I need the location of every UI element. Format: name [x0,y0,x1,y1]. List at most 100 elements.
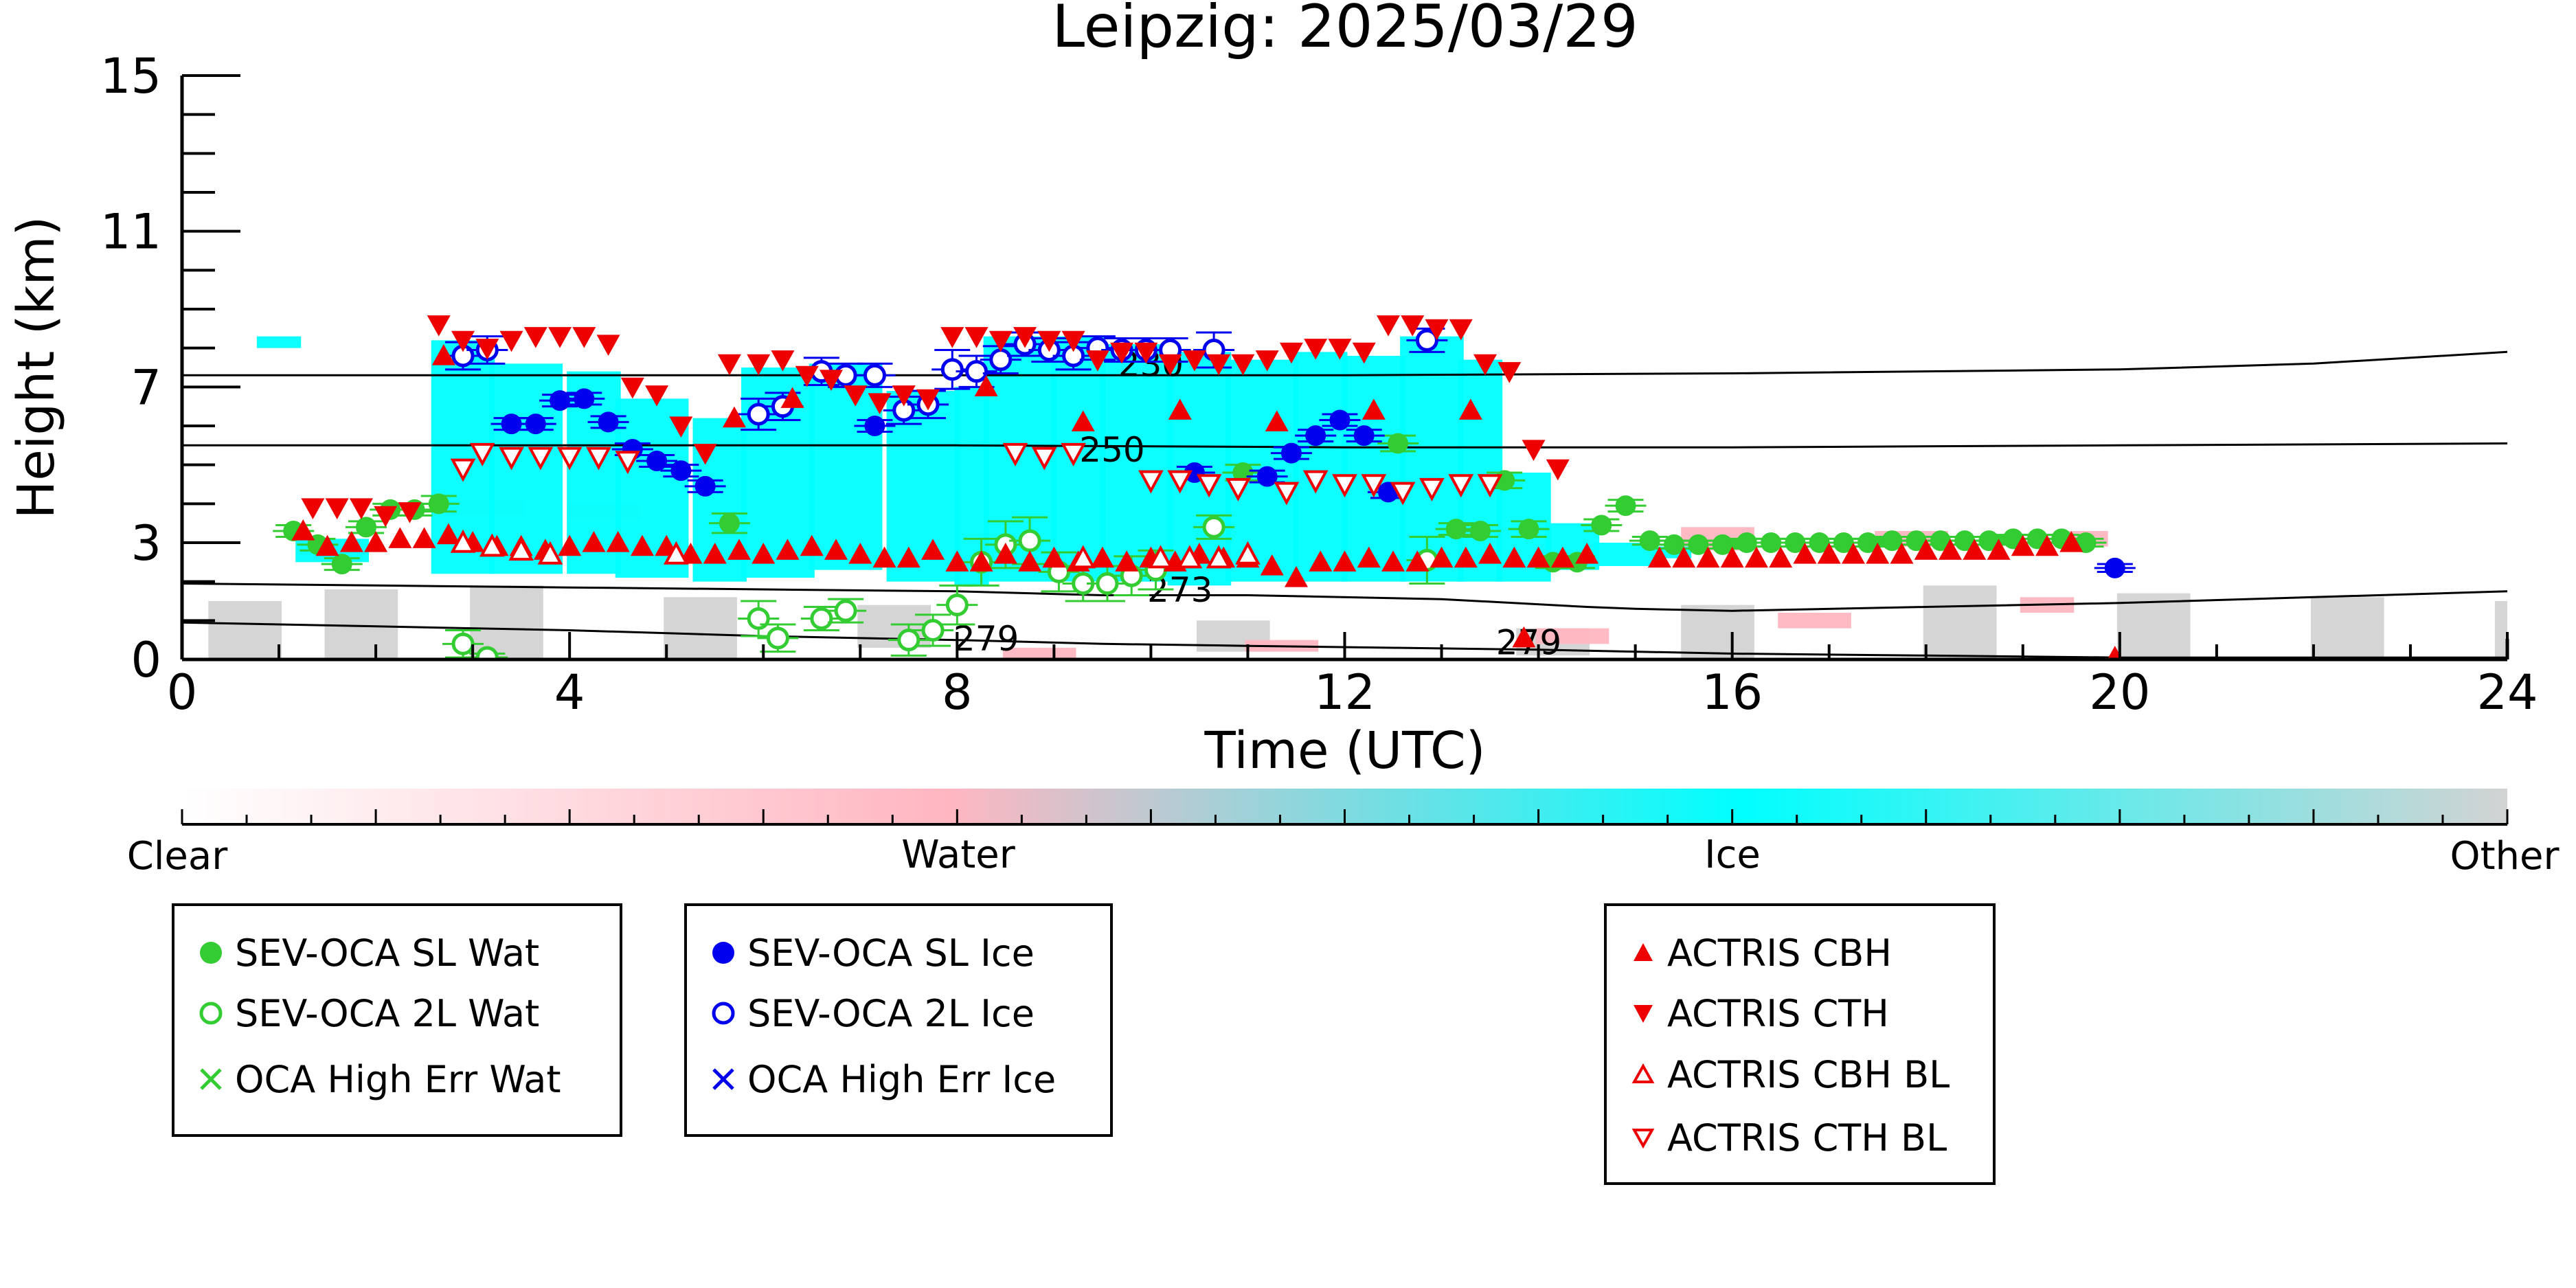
data-point [582,531,606,552]
legend-item-sl-wat: SEV-OCA SL Wat [194,925,539,980]
y-tick-label: 15 [100,48,161,104]
series-4 [442,327,1448,431]
cloud-cell-other [470,585,543,659]
data-point [1615,495,1636,517]
legend-actris: ACTRIS CBH ACTRIS CTH ACTRIS CBH BL ACTR… [1604,903,1996,1185]
data-point [550,390,571,411]
data-point [670,460,692,482]
data-point [1328,339,1352,360]
data-point [558,534,582,556]
data-point [1013,327,1037,348]
data-point [548,327,572,348]
data-point [1037,330,1061,352]
legend-label: SEV-OCA SL Ice [747,931,1035,975]
data-point [921,539,945,560]
data-point [475,339,499,360]
data-point [703,543,727,564]
data-point [1448,474,1474,498]
data-point [451,330,475,352]
data-point [355,517,376,538]
marker-layer [273,315,2136,659]
y-ticks: 0 3 7 11 15 [100,48,240,688]
colorbar-label-clear: Clear [127,834,228,879]
data-point [974,375,998,396]
x-axis-label: Time (UTC) [1204,721,1485,780]
data-point [795,365,819,387]
data-point [525,414,546,435]
x-tick-label: 12 [1314,664,1375,721]
cloud-cell-other [2494,601,2507,659]
data-point [479,533,505,557]
cloud-cell-ice [1051,336,1105,582]
data-point [1002,442,1028,466]
data-point [864,416,885,436]
data-point [940,358,964,381]
data-point [727,539,751,560]
data-point [1168,398,1192,420]
data-point [1458,398,1482,420]
data-point [572,327,596,348]
data-point [398,502,422,523]
data-point [776,539,800,560]
data-point [1305,425,1326,447]
filled-triangle-down-icon [1634,1005,1653,1023]
data-point [945,550,969,572]
cloud-cell-other [664,597,737,659]
data-point [916,389,940,411]
data-point [1720,546,1744,568]
open-circle-icon [712,1002,735,1025]
data-point [1206,545,1232,569]
data-point [428,493,449,515]
data-point [800,534,824,556]
cloud-cell-ice [1458,359,1503,582]
data-point [1712,534,1733,555]
cloud-cell-water [1778,613,1851,629]
cloud-cell-ice [256,336,302,348]
data-point [1158,354,1182,376]
legend-item-cbh: ACTRIS CBH [1626,925,1892,980]
data-point [412,527,436,548]
data-point [1352,342,1376,364]
data-point [1591,515,1612,536]
legend-item-cbh-bl: ACTRIS CBH BL [1626,1047,1950,1102]
series-8 [450,529,1261,569]
data-point [1518,519,1539,540]
data-point [1744,546,1768,568]
data-point [586,447,611,471]
cloud-cell-other [2310,597,2384,659]
axes: 0 4 8 12 16 20 24 0 3 7 11 15 [100,48,2538,721]
data-point [940,327,964,348]
data-point [645,385,669,407]
data-point [1906,530,1927,552]
data-point [1512,626,1536,648]
colorbar-label-ice: Ice [1704,833,1761,877]
cross-icon [200,1068,222,1090]
data-point [863,363,886,387]
legend-label: SEV-OCA 2L Ice [747,991,1035,1035]
data-point [598,411,619,433]
legend-item-higherr-ice: OCA High Err Ice [706,1052,1056,1107]
cloud-cell-ice [1293,352,1348,582]
data-point [1987,539,2011,560]
data-point [475,646,499,659]
data-point [349,498,373,519]
data-point [1769,546,1793,568]
data-point [1376,315,1400,337]
data-point [848,543,872,564]
legend-label: ACTRIS CBH [1667,931,1892,975]
cross-icon [712,1068,734,1090]
data-point [1309,550,1333,572]
data-point [1672,546,1696,568]
cloud-cell-other [2116,593,2191,659]
cloud-cell-other [1681,605,1754,659]
y-tick-label: 11 [100,204,161,260]
data-point [556,447,583,471]
data-point [2011,534,2035,556]
data-point [1857,532,1879,553]
isotherm-line [182,583,2507,612]
data-point [834,599,857,622]
cloud-cell-water [1535,628,1609,644]
data-point [1498,362,1522,383]
data-point [1761,532,1782,553]
